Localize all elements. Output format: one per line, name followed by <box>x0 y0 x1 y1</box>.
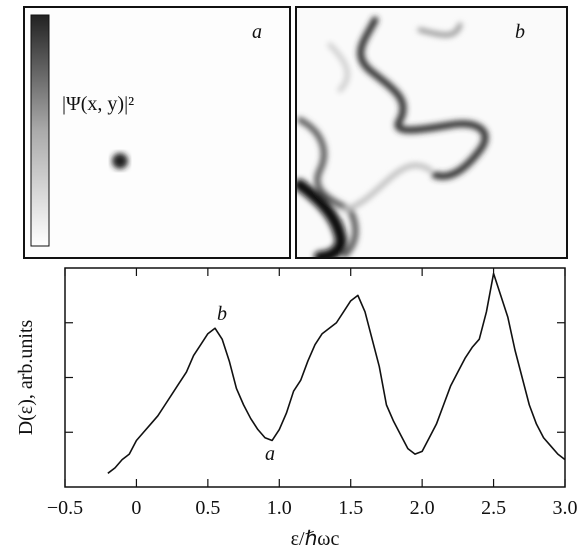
data-line <box>107 272 566 474</box>
panel-a: |Ψ(x, y)|² a <box>23 6 291 259</box>
plot-frame <box>64 267 566 488</box>
y-axis-label: D(ε), arb.units <box>15 319 37 435</box>
panel-label: b <box>515 21 525 43</box>
wavefunction-pattern <box>297 16 489 257</box>
x-tick-label: 2.5 <box>481 497 506 519</box>
wavefunction-spot <box>112 153 128 169</box>
panel-label: a <box>252 21 262 43</box>
x-tick-label: 0.5 <box>195 497 220 519</box>
panel-frame <box>295 6 568 259</box>
panel-frame <box>23 6 291 259</box>
x-axis-label: ε/ℏωc <box>291 528 340 550</box>
plot: −0.5 0 0.5 1.0 1.5 2.0 2.5 3.0 ε/ℏωc D(ε), arb.un… <box>15 267 578 550</box>
panel-b: b <box>295 6 568 259</box>
x-tick-label: 1.0 <box>267 497 292 519</box>
x-tick-label: −0.5 <box>47 497 83 519</box>
x-tick-label: 1.5 <box>338 497 363 519</box>
x-tick-label: 2.0 <box>410 497 435 519</box>
colorbar-label: |Ψ(x, y)|² <box>62 93 134 115</box>
annotation: a <box>265 443 275 465</box>
colorbar <box>30 14 50 247</box>
annotation: b <box>217 303 227 325</box>
x-tick-label: 3.0 <box>553 497 578 519</box>
x-tick-label: 0 <box>131 497 141 519</box>
